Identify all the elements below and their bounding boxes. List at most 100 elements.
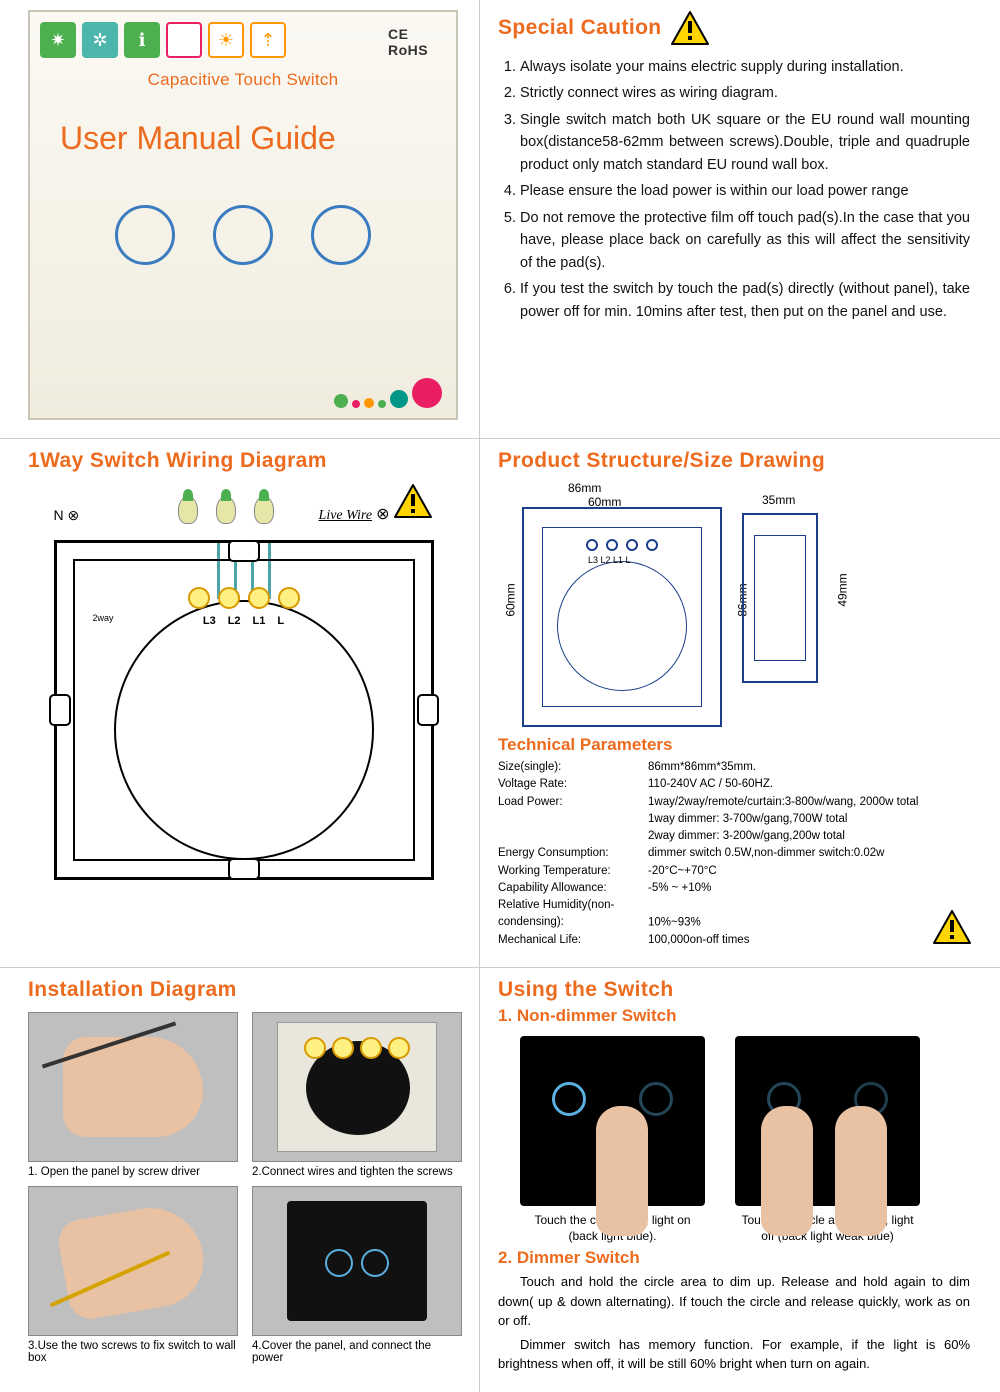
bulb-icons xyxy=(124,496,274,524)
caution-item: Single switch match both UK square or th… xyxy=(520,109,970,176)
cover-icon-1: ✷ xyxy=(40,22,76,58)
tech-param-value: 1way dimmer: 3-700w/gang,700W total xyxy=(648,813,847,825)
install-step: 3.Use the two screws to fix switch to wa… xyxy=(28,1186,238,1364)
dimmer-paragraph-1: Touch and hold the circle area to dim up… xyxy=(498,1272,970,1331)
decor-dot xyxy=(352,400,360,408)
warning-icon xyxy=(393,483,433,519)
caution-item: Always isolate your mains electric suppl… xyxy=(520,56,970,78)
caution-item: Strictly connect wires as wiring diagram… xyxy=(520,82,970,104)
side-view-drawing xyxy=(742,513,818,683)
bulb-icon xyxy=(216,496,236,524)
live-symbol: ⊗ xyxy=(376,504,389,524)
install-step: 1. Open the panel by screw driver xyxy=(28,1012,238,1178)
tech-param-value: 2way dimmer: 3-200w/gang,200w total xyxy=(648,830,845,842)
cover-icon-4: ↯ xyxy=(166,22,202,58)
tech-param-label: Mechanical Life: xyxy=(498,932,648,949)
touch-ring-icon xyxy=(115,205,175,265)
wiring-above: N ⊗ Live Wire ⊗ xyxy=(54,483,434,524)
ce-rohs-label: CE RoHS xyxy=(388,26,444,58)
tech-param-label: Working Temperature: xyxy=(498,863,648,880)
decor-dot xyxy=(390,390,408,408)
decor-dot xyxy=(334,394,348,408)
install-step-image xyxy=(28,1012,238,1162)
cover-icon-6: ⇡ xyxy=(250,22,286,58)
tech-param-value: 1way/2way/remote/curtain:3-800w/wang, 20… xyxy=(648,796,918,808)
tech-param-label: Relative Humidity(non-condensing): xyxy=(498,897,648,932)
install-step-image xyxy=(252,1012,462,1162)
cover-decor-dots xyxy=(334,378,442,408)
install-step-caption: 3.Use the two screws to fix switch to wa… xyxy=(28,1340,238,1364)
bulb-icon xyxy=(178,496,198,524)
terminal-label: L1 xyxy=(253,615,266,627)
dimmer-paragraph-2: Dimmer switch has memory function. For e… xyxy=(498,1335,970,1374)
dim-depth-inner: 49mm xyxy=(836,573,850,606)
terminal-labels: L3L2L1L xyxy=(203,615,284,627)
front-view-drawing: L3 L2 L1 L xyxy=(522,507,722,727)
touch-panel-on xyxy=(520,1036,705,1206)
tech-param-row: Relative Humidity(non-condensing):10%~93… xyxy=(498,897,970,932)
front-terminal-labels: L3 L2 L1 L xyxy=(588,555,631,565)
live-wire-label: Live Wire xyxy=(319,508,373,524)
warning-icon xyxy=(932,909,972,945)
tech-param-value: 110-240V AC / 50-60HZ. xyxy=(648,778,773,790)
cover-icon-5: ☀ xyxy=(208,22,244,58)
non-dimmer-panels: Touch the circle area, light on (back li… xyxy=(498,1036,970,1244)
non-dimmer-heading: 1. Non-dimmer Switch xyxy=(498,1006,970,1026)
wiring-heading: 1Way Switch Wiring Diagram xyxy=(28,449,459,473)
bulb-icon xyxy=(254,496,274,524)
caution-item: Do not remove the protective film off to… xyxy=(520,207,970,274)
two-way-label: 2way xyxy=(93,613,114,623)
install-step: 4.Cover the panel, and connect the power xyxy=(252,1186,462,1364)
install-grid: 1. Open the panel by screw driver 2.Conne… xyxy=(28,1012,459,1364)
caution-heading-text: Special Caution xyxy=(498,16,662,40)
warning-icon xyxy=(670,10,710,46)
tech-params-heading: Technical Parameters xyxy=(498,735,970,755)
caution-list: Always isolate your mains electric suppl… xyxy=(498,56,970,323)
terminal-label: L3 xyxy=(203,615,216,627)
cover-icon-3: ℹ xyxy=(124,22,160,58)
tech-param-value: -20°C~+70°C xyxy=(648,865,717,877)
caution-item: Please ensure the load power is within o… xyxy=(520,180,970,202)
dim-inner-h: 60mm xyxy=(504,583,518,616)
wiring-diagram: L3L2L1L 2way xyxy=(54,540,434,880)
tech-param-row: Energy Consumption:dimmer switch 0.5W,no… xyxy=(498,845,970,862)
tech-param-label: Load Power: xyxy=(498,794,648,811)
cover-icon-row: ✷ ✲ ℹ ↯ ☀ ⇡ xyxy=(40,22,446,58)
tech-param-label: Energy Consumption: xyxy=(498,845,648,862)
touch-ring-icon xyxy=(311,205,371,265)
tech-param-row: Size(single):86mm*86mm*35mm. xyxy=(498,759,970,776)
tech-param-label: Size(single): xyxy=(498,759,648,776)
dimmer-heading: 2. Dimmer Switch xyxy=(498,1248,970,1268)
caution-item: If you test the switch by touch the pad(… xyxy=(520,278,970,323)
tech-param-row: Working Temperature:-20°C~+70°C xyxy=(498,863,970,880)
dim-outer-w: 86mm xyxy=(568,481,601,495)
tech-param-value: dimmer switch 0.5W,non-dimmer switch:0.0… xyxy=(648,847,884,859)
tech-param-row: 1way dimmer: 3-700w/gang,700W total xyxy=(498,811,970,828)
cover-panel: ✷ ✲ ℹ ↯ ☀ ⇡ CE RoHS Capacitive Touch Swi… xyxy=(28,10,458,420)
tech-param-label: Capability Allowance: xyxy=(498,880,648,897)
install-step: 2.Connect wires and tighten the screws xyxy=(252,1012,462,1178)
structure-heading: Product Structure/Size Drawing xyxy=(498,449,970,473)
tech-param-row: Voltage Rate:110-240V AC / 50-60HZ. xyxy=(498,776,970,793)
terminal-label: L xyxy=(277,615,284,627)
using-heading: Using the Switch xyxy=(498,978,970,1002)
install-step-caption: 4.Cover the panel, and connect the power xyxy=(252,1340,462,1364)
install-step-image xyxy=(28,1186,238,1336)
structure-drawings: 86mm 60mm 60mm 86mm L3 L2 L1 L 35mm 49mm xyxy=(498,483,970,727)
tech-param-row: Load Power:1way/2way/remote/curtain:3-80… xyxy=(498,794,970,811)
tech-param-row: Capability Allowance:-5% ~ +10% xyxy=(498,880,970,897)
tech-param-value: 100,000on-off times xyxy=(648,934,749,946)
tech-params-list: Size(single):86mm*86mm*35mm.Voltage Rate… xyxy=(498,759,970,949)
install-step-caption: 2.Connect wires and tighten the screws xyxy=(252,1166,462,1178)
cover-title: User Manual Guide xyxy=(60,120,446,157)
cover-icon-2: ✲ xyxy=(82,22,118,58)
tech-param-value: -5% ~ +10% xyxy=(648,882,711,894)
tech-param-row: 2way dimmer: 3-200w/gang,200w total xyxy=(498,828,970,845)
dim-depth: 35mm xyxy=(762,493,795,507)
touch-panel-off xyxy=(735,1036,920,1206)
install-step-caption: 1. Open the panel by screw driver xyxy=(28,1166,238,1178)
tech-param-value: 86mm*86mm*35mm. xyxy=(648,761,756,773)
cover-subtitle: Capacitive Touch Switch xyxy=(40,70,446,90)
decor-dot xyxy=(378,400,386,408)
install-heading: Installation Diagram xyxy=(28,978,459,1002)
